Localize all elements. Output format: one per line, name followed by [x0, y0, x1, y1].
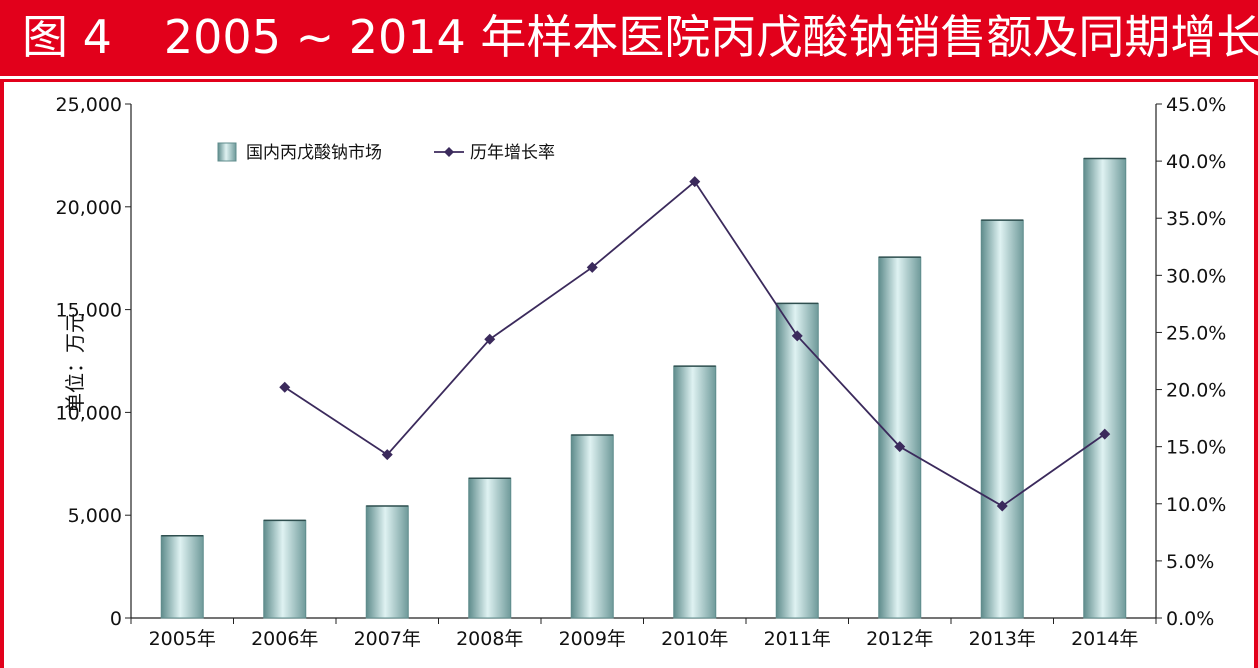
y-axis-right-tick-label: 40.0%: [1166, 151, 1226, 173]
x-axis-tick-label: 2006年: [251, 628, 318, 650]
growth-rate-marker: [689, 176, 701, 188]
bar: [365, 505, 409, 619]
y-axis-right-tick-label: 0.0%: [1166, 608, 1214, 630]
y-axis-left-tick-label: 5,000: [68, 505, 122, 527]
bar: [570, 434, 614, 619]
growth-rate-marker: [279, 381, 291, 393]
growth-rate-marker: [996, 500, 1008, 512]
x-axis-tick-label: 2014年: [1071, 628, 1138, 650]
y-axis-right-tick-label: 10.0%: [1166, 494, 1226, 516]
bar: [263, 519, 307, 619]
legend: 国内丙戊酸钠市场 历年增长率: [217, 142, 555, 163]
y-axis-right-tick-label: 30.0%: [1166, 265, 1226, 287]
figure-number: 图 4: [22, 10, 112, 64]
bar: [775, 302, 819, 619]
y-axis-left-tick-label: 10,000: [56, 402, 122, 424]
y-axis-right-tick-label: 5.0%: [1166, 551, 1214, 573]
line-series: [279, 176, 1111, 512]
y-axis-label-group: 单位：万元: [63, 313, 87, 413]
growth-rate-marker: [1099, 428, 1111, 440]
y-axis-right-tick-label: 45.0%: [1166, 94, 1226, 116]
x-axis-tick-label: 2010年: [661, 628, 728, 650]
bar: [673, 365, 717, 619]
y-axis-right-tick-label: 25.0%: [1166, 322, 1226, 344]
figure-title: 图 4 2005 ~ 2014 年样本医院丙戊酸钠销售额及同期增长率: [22, 8, 1258, 66]
y-axis-right-tick-label: 15.0%: [1166, 437, 1226, 459]
legend-bar-label: 国内丙戊酸钠市场: [246, 143, 382, 163]
y-axis-right-tick-label: 35.0%: [1166, 208, 1226, 230]
axes: 0 5,000 10,000 15,000 20,000 25,000 0.0% 5.0% 10…: [56, 94, 1227, 650]
y-axis-left-tick-label: 15,000: [56, 300, 122, 322]
figure-title-main: 2005 ~ 2014 年样本医院丙戊酸钠销售额及同期增长率: [163, 10, 1258, 64]
growth-rate-marker: [791, 330, 803, 342]
legend-line-marker: [444, 147, 454, 157]
x-axis-tick-label: 2008年: [456, 628, 523, 650]
y-axis-left-tick-label: 0: [110, 608, 122, 630]
bar: [160, 535, 204, 619]
y-axis-label: 单位：万元: [63, 313, 87, 413]
bar: [468, 477, 512, 619]
growth-rate-marker: [381, 449, 393, 461]
frame-border-right: [1254, 79, 1258, 668]
legend-line-label: 历年增长率: [470, 143, 555, 163]
bar: [980, 219, 1024, 619]
bar-series: [160, 157, 1127, 619]
y-axis-left-tick-label: 20,000: [56, 197, 122, 219]
legend-bar-swatch: [217, 142, 237, 162]
growth-rate-marker: [586, 261, 598, 273]
y-axis-left-tick-label: 25,000: [56, 94, 122, 116]
x-axis-tick-label: 2012年: [866, 628, 933, 650]
x-axis-tick-label: 2009年: [559, 628, 626, 650]
x-axis-tick-label: 2007年: [354, 628, 421, 650]
growth-rate-marker: [894, 441, 906, 453]
growth-rate-marker: [484, 333, 496, 345]
x-axis-tick-label: 2005年: [149, 628, 216, 650]
bar: [1083, 157, 1127, 619]
y-axis-right-tick-label: 20.0%: [1166, 380, 1226, 402]
frame-border-left: [0, 79, 4, 668]
x-axis-tick-label: 2013年: [969, 628, 1036, 650]
bar: [878, 256, 922, 619]
title-bar: 图 4 2005 ~ 2014 年样本医院丙戊酸钠销售额及同期增长率: [0, 0, 1258, 79]
x-axis-tick-label: 2011年: [764, 628, 831, 650]
